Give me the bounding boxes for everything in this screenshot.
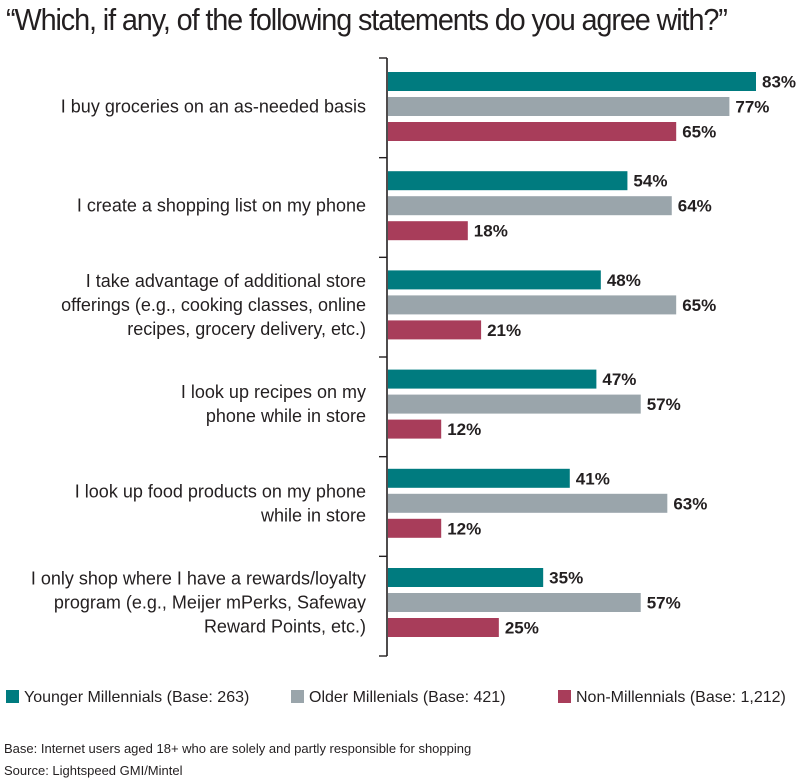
category-label: I take advantage of additional store offe… xyxy=(61,271,366,339)
category-label-line: I create a shopping list on my phone xyxy=(77,196,366,216)
data-label: 47% xyxy=(602,370,636,389)
data-label: 12% xyxy=(447,519,481,538)
bar xyxy=(388,369,597,389)
source-footnote: Source: Lightspeed GMI/Mintel xyxy=(4,763,183,778)
category-label-line: Reward Points, etc.) xyxy=(204,617,366,637)
bar xyxy=(388,97,730,116)
legend-label: Younger Millennials (Base: 263) xyxy=(24,689,249,706)
bar xyxy=(388,196,672,216)
data-label: 21% xyxy=(487,321,521,340)
data-label: 54% xyxy=(633,172,667,191)
bar xyxy=(388,221,468,241)
data-label: 12% xyxy=(447,420,481,439)
category-label-line: while in store xyxy=(260,505,366,525)
data-label: 41% xyxy=(576,469,610,488)
bar xyxy=(388,295,677,315)
data-label: 77% xyxy=(735,98,769,117)
category-label-line: program (e.g., Meijer mPerks, Safeway xyxy=(54,593,366,613)
bar xyxy=(388,568,544,587)
category-label-line: phone while in store xyxy=(206,406,366,426)
category-label-line: I look up food products on my phone xyxy=(75,481,366,501)
legend-label: Non-Millennials (Base: 1,212) xyxy=(576,689,786,706)
bar xyxy=(388,72,756,91)
bar xyxy=(388,468,570,488)
category-label: I look up recipes on my phone while in st… xyxy=(181,382,366,426)
bar xyxy=(388,518,442,538)
legend-label: Older Millenials (Base: 421) xyxy=(309,689,506,706)
base-footnote: Base: Internet users aged 18+ who are so… xyxy=(4,741,472,756)
bar xyxy=(388,618,499,637)
category-label-line: offerings (e.g., cooking classes, online xyxy=(61,295,366,315)
data-label: 18% xyxy=(474,222,508,241)
data-label: 57% xyxy=(647,395,681,414)
category-label-line: I buy groceries on an as-needed basis xyxy=(61,97,366,117)
legend-swatch xyxy=(558,690,571,703)
bar xyxy=(388,493,668,513)
category-label: I look up food products on my phone while… xyxy=(75,481,366,525)
data-label: 83% xyxy=(762,73,796,92)
data-label: 65% xyxy=(682,296,716,315)
data-label: 65% xyxy=(682,123,716,142)
bar xyxy=(388,419,442,439)
data-label: 63% xyxy=(673,494,707,513)
bar xyxy=(388,171,628,191)
bar xyxy=(388,394,641,414)
category-label-line: recipes, grocery delivery, etc.) xyxy=(127,319,366,339)
chart-title: “Which, if any, of the following stateme… xyxy=(6,2,728,37)
category-label: I only shop where I have a rewards/loyal… xyxy=(31,569,366,637)
data-label: 25% xyxy=(505,619,539,638)
bar xyxy=(388,270,601,290)
bar xyxy=(388,122,677,141)
legend-swatch xyxy=(6,690,19,703)
category-label-line: I look up recipes on my xyxy=(181,382,366,402)
data-label: 35% xyxy=(549,569,583,588)
bar xyxy=(388,320,482,340)
data-label: 57% xyxy=(647,594,681,613)
data-label: 48% xyxy=(607,271,641,290)
category-label-line: I only shop where I have a rewards/loyal… xyxy=(31,569,366,589)
category-label-line: I take advantage of additional store xyxy=(86,271,366,291)
category-label: I create a shopping list on my phone xyxy=(77,196,366,216)
bar xyxy=(388,593,641,612)
data-label: 64% xyxy=(678,197,712,216)
legend-swatch xyxy=(291,690,304,703)
category-label: I buy groceries on an as-needed basis xyxy=(61,97,366,117)
